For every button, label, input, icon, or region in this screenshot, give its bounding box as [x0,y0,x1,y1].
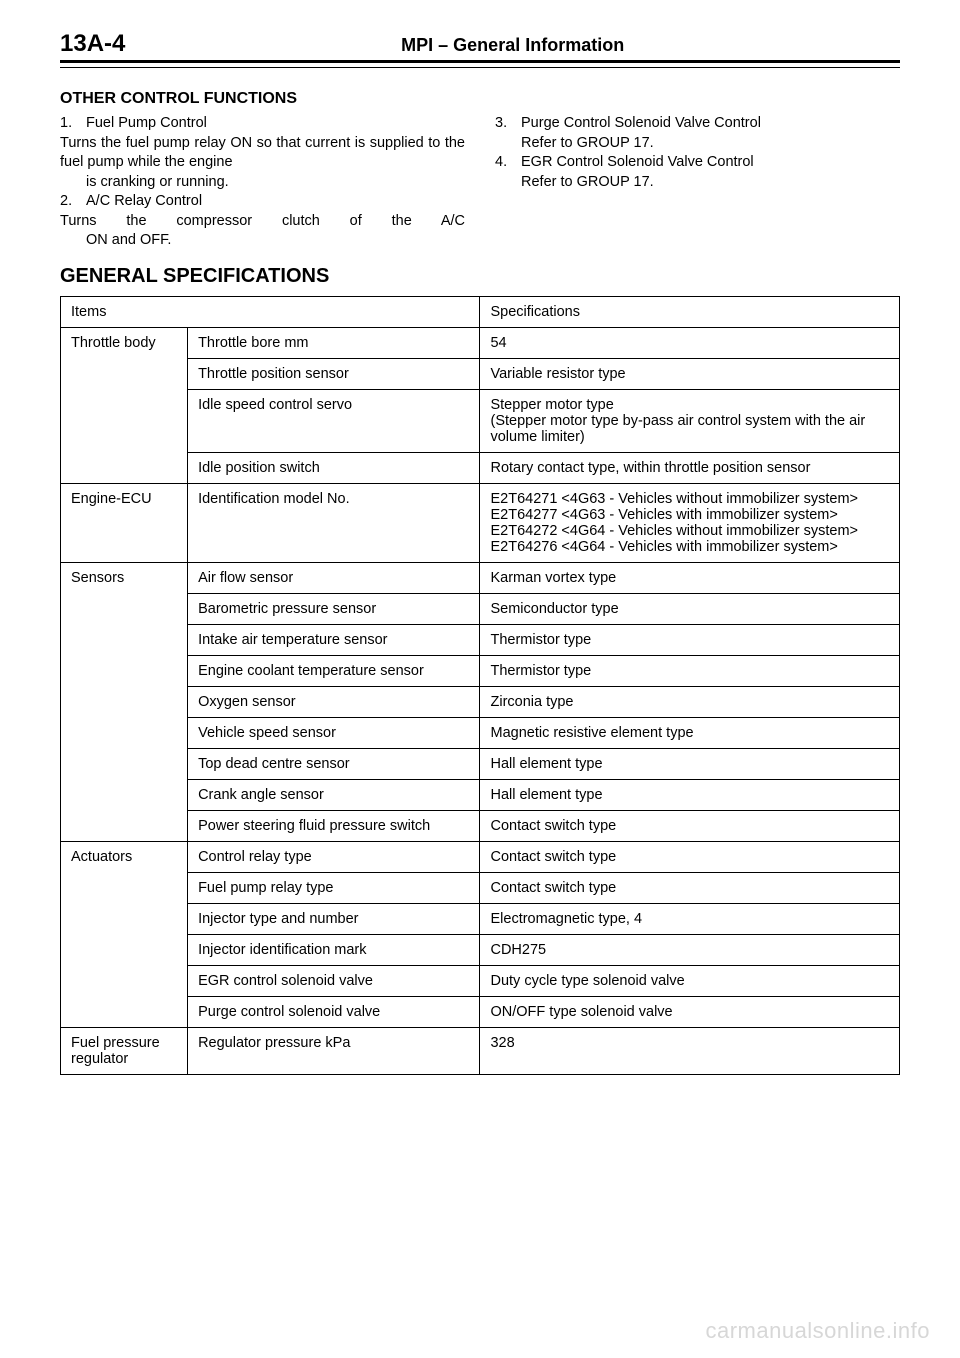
list-title: EGR Control Solenoid Valve Control [521,153,900,173]
list-body: Refer to GROUP 17. [495,173,900,193]
subitem-cell: Crank angle sensor [188,779,480,810]
right-column: 3. Purge Control Solenoid Valve Control … [495,114,900,251]
subitem-cell: Intake air temperature sensor [188,624,480,655]
table-row: Throttle bodyThrottle bore mm54 [61,327,900,358]
category-cell: Engine-ECU [61,483,188,562]
subitem-cell: Oxygen sensor [188,686,480,717]
header-subrule [60,67,900,68]
spec-cell: Rotary contact type, within throttle pos… [480,452,900,483]
list-body: Turns the compressor clutch of the A/C [60,212,465,232]
category-cell: Fuel pressure regulator [61,1027,188,1074]
list-item: 2. A/C Relay Control [60,192,465,212]
spec-cell: Thermistor type [480,624,900,655]
subitem-cell: Regulator pressure kPa [188,1027,480,1074]
subitem-cell: Control relay type [188,841,480,872]
page: 13A-4 MPI – General Information OTHER CO… [0,0,960,1358]
subitem-cell: Barometric pressure sensor [188,593,480,624]
table-row: Fuel pressure regulatorRegulator pressur… [61,1027,900,1074]
subitem-cell: Fuel pump relay type [188,872,480,903]
table-row: ActuatorsControl relay typeContact switc… [61,841,900,872]
header-bar: 13A-4 MPI – General Information [60,30,900,63]
table-row: Engine-ECUIdentification model No.E2T642… [61,483,900,562]
spec-cell: Contact switch type [480,872,900,903]
category-cell: Sensors [61,562,188,841]
spec-cell: E2T64271 <4G63 - Vehicles without immobi… [480,483,900,562]
subitem-cell: EGR control solenoid valve [188,965,480,996]
watermark-text: carmanualsonline.info [705,1318,930,1344]
spec-cell: Electromagnetic type, 4 [480,903,900,934]
subitem-cell: Idle speed control servo [188,389,480,452]
col-header-items: Items [61,296,480,327]
col-header-spec: Specifications [480,296,900,327]
list-title: A/C Relay Control [86,192,465,212]
left-column: 1. Fuel Pump Control Turns the fuel pump… [60,114,465,251]
spec-cell: Contact switch type [480,841,900,872]
two-column-block: 1. Fuel Pump Control Turns the fuel pump… [60,114,900,251]
category-cell: Throttle body [61,327,188,483]
list-body-cont: is cranking or running. [60,173,465,193]
list-body: Refer to GROUP 17. [495,134,900,154]
spec-cell: Duty cycle type solenoid valve [480,965,900,996]
spec-cell: Stepper motor type(Stepper motor type by… [480,389,900,452]
spec-cell: Karman vortex type [480,562,900,593]
subitem-cell: Idle position switch [188,452,480,483]
header-title: MPI – General Information [125,35,900,56]
spec-cell: ON/OFF type solenoid valve [480,996,900,1027]
list-title: Purge Control Solenoid Valve Control [521,114,900,134]
list-num: 2. [60,192,86,212]
list-body-text: Turns the fuel pump relay ON so that cur… [60,135,465,171]
list-body: Turns the fuel pump relay ON so that cur… [60,134,465,173]
subitem-cell: Throttle position sensor [188,358,480,389]
subitem-cell: Power steering fluid pressure switch [188,810,480,841]
list-num: 3. [495,114,521,134]
spec-cell: 54 [480,327,900,358]
list-title: Fuel Pump Control [86,114,465,134]
subitem-cell: Engine coolant temperature sensor [188,655,480,686]
section-other-title: OTHER CONTROL FUNCTIONS [60,90,900,108]
subitem-cell: Vehicle speed sensor [188,717,480,748]
spec-cell: Hall element type [480,779,900,810]
spec-cell: Variable resistor type [480,358,900,389]
spec-cell: Zirconia type [480,686,900,717]
table-row: SensorsAir flow sensorKarman vortex type [61,562,900,593]
spec-cell: 328 [480,1027,900,1074]
section-genspec-title: GENERAL SPECIFICATIONS [60,265,900,288]
spec-cell: Thermistor type [480,655,900,686]
spec-cell: CDH275 [480,934,900,965]
list-item: 3. Purge Control Solenoid Valve Control [495,114,900,134]
subitem-cell: Top dead centre sensor [188,748,480,779]
category-cell: Actuators [61,841,188,1027]
list-num: 1. [60,114,86,134]
page-number: 13A-4 [60,30,125,58]
list-body-cont: ON and OFF. [60,231,465,251]
subitem-cell: Air flow sensor [188,562,480,593]
table-row: Items Specifications [61,296,900,327]
spec-cell: Hall element type [480,748,900,779]
subitem-cell: Throttle bore mm [188,327,480,358]
spec-cell: Magnetic resistive element type [480,717,900,748]
spec-table: Items Specifications Throttle bodyThrott… [60,296,900,1075]
spec-cell: Semiconductor type [480,593,900,624]
subitem-cell: Purge control solenoid valve [188,996,480,1027]
list-item: 1. Fuel Pump Control [60,114,465,134]
list-num: 4. [495,153,521,173]
subitem-cell: Identification model No. [188,483,480,562]
spec-cell: Contact switch type [480,810,900,841]
list-item: 4. EGR Control Solenoid Valve Control [495,153,900,173]
subitem-cell: Injector identification mark [188,934,480,965]
subitem-cell: Injector type and number [188,903,480,934]
